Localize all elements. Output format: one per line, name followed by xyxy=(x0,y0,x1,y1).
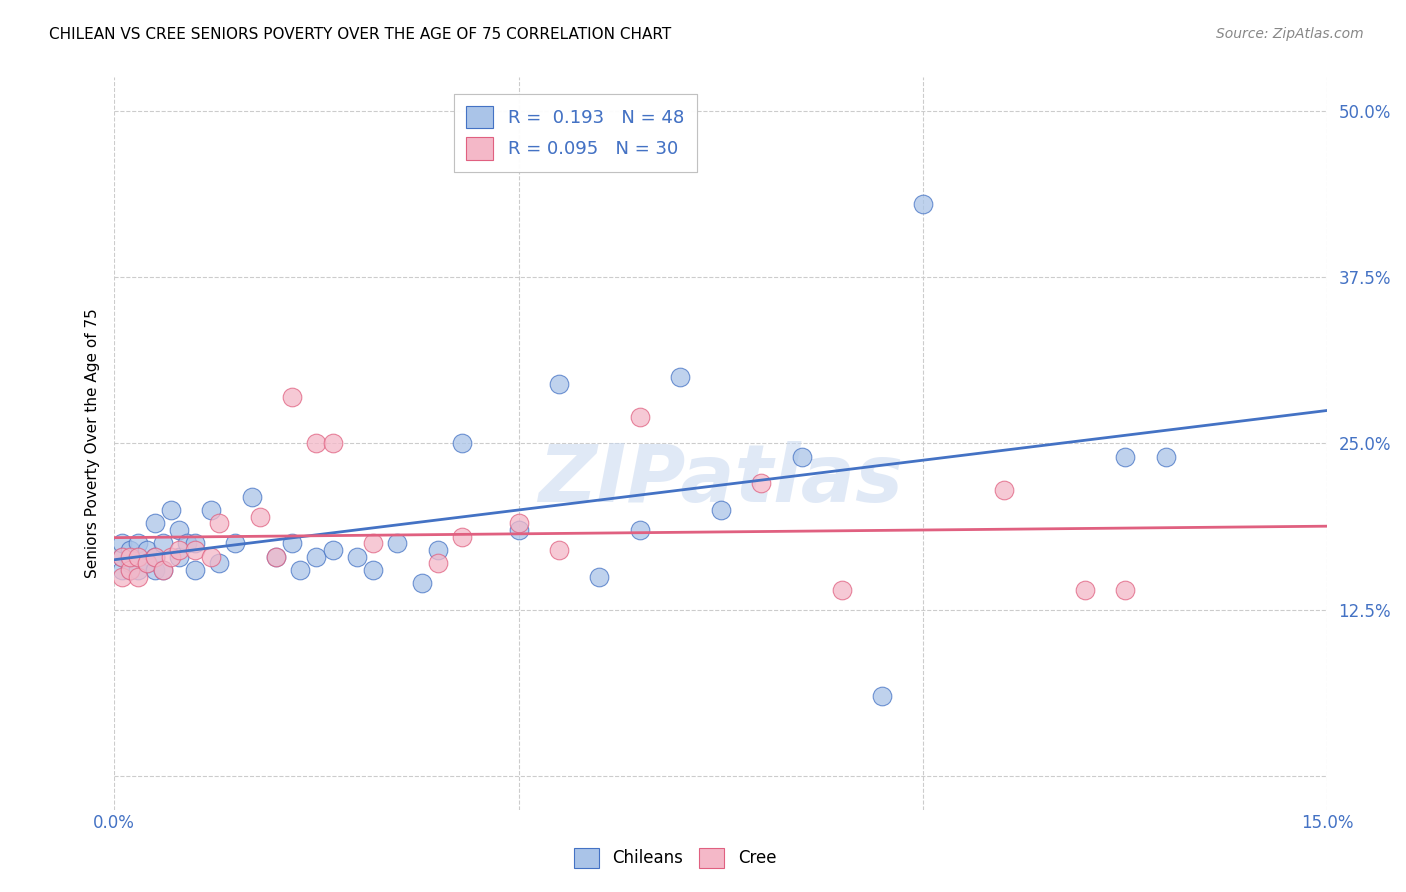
Point xyxy=(120,563,142,577)
Point xyxy=(628,409,651,424)
Point xyxy=(120,543,142,558)
Point xyxy=(135,556,157,570)
Point xyxy=(240,490,263,504)
Text: ZIPatlas: ZIPatlas xyxy=(538,442,903,519)
Point xyxy=(305,549,328,564)
Point xyxy=(1154,450,1177,464)
Point xyxy=(426,543,449,558)
Point xyxy=(628,523,651,537)
Point xyxy=(790,450,813,464)
Point xyxy=(120,556,142,570)
Point xyxy=(143,516,166,531)
Point xyxy=(264,549,287,564)
Point xyxy=(669,370,692,384)
Point xyxy=(1073,582,1095,597)
Legend: Chileans, Cree: Chileans, Cree xyxy=(567,841,783,875)
Point xyxy=(135,556,157,570)
Point xyxy=(322,543,344,558)
Point xyxy=(872,690,894,704)
Point xyxy=(224,536,246,550)
Point xyxy=(290,563,312,577)
Point xyxy=(120,549,142,564)
Point xyxy=(120,563,142,577)
Point xyxy=(167,543,190,558)
Point xyxy=(322,436,344,450)
Point xyxy=(208,516,231,531)
Point xyxy=(281,536,304,550)
Point xyxy=(143,563,166,577)
Point xyxy=(184,536,207,550)
Point xyxy=(111,563,134,577)
Point xyxy=(281,390,304,404)
Point xyxy=(710,503,733,517)
Point xyxy=(588,569,610,583)
Point xyxy=(1114,582,1136,597)
Point xyxy=(184,543,207,558)
Point xyxy=(249,509,271,524)
Text: CHILEAN VS CREE SENIORS POVERTY OVER THE AGE OF 75 CORRELATION CHART: CHILEAN VS CREE SENIORS POVERTY OVER THE… xyxy=(49,27,672,42)
Point xyxy=(200,549,222,564)
Point xyxy=(200,503,222,517)
Point xyxy=(111,549,134,564)
Point xyxy=(264,549,287,564)
Point xyxy=(508,516,530,531)
Point xyxy=(152,536,174,550)
Point xyxy=(135,543,157,558)
Point xyxy=(127,569,149,583)
Text: Source: ZipAtlas.com: Source: ZipAtlas.com xyxy=(1216,27,1364,41)
Point xyxy=(127,536,149,550)
Point xyxy=(911,197,934,211)
Point xyxy=(167,549,190,564)
Point xyxy=(993,483,1015,497)
Point xyxy=(831,582,853,597)
Y-axis label: Seniors Poverty Over the Age of 75: Seniors Poverty Over the Age of 75 xyxy=(86,309,100,578)
Point xyxy=(208,556,231,570)
Point xyxy=(127,549,149,564)
Point xyxy=(361,563,384,577)
Point xyxy=(508,523,530,537)
Point xyxy=(152,563,174,577)
Legend: R =  0.193   N = 48, R = 0.095   N = 30: R = 0.193 N = 48, R = 0.095 N = 30 xyxy=(454,94,697,172)
Point xyxy=(176,536,198,550)
Point xyxy=(426,556,449,570)
Point xyxy=(167,523,190,537)
Point xyxy=(548,543,571,558)
Point xyxy=(361,536,384,550)
Point xyxy=(143,549,166,564)
Point xyxy=(346,549,368,564)
Point xyxy=(411,576,433,591)
Point xyxy=(111,549,134,564)
Point xyxy=(127,563,149,577)
Point xyxy=(749,476,772,491)
Point xyxy=(111,569,134,583)
Point xyxy=(127,549,149,564)
Point xyxy=(184,563,207,577)
Point xyxy=(451,530,474,544)
Point xyxy=(548,376,571,391)
Point xyxy=(451,436,474,450)
Point xyxy=(111,536,134,550)
Point xyxy=(1114,450,1136,464)
Point xyxy=(152,563,174,577)
Point xyxy=(387,536,409,550)
Point xyxy=(159,503,181,517)
Point xyxy=(143,549,166,564)
Point xyxy=(159,549,181,564)
Point xyxy=(305,436,328,450)
